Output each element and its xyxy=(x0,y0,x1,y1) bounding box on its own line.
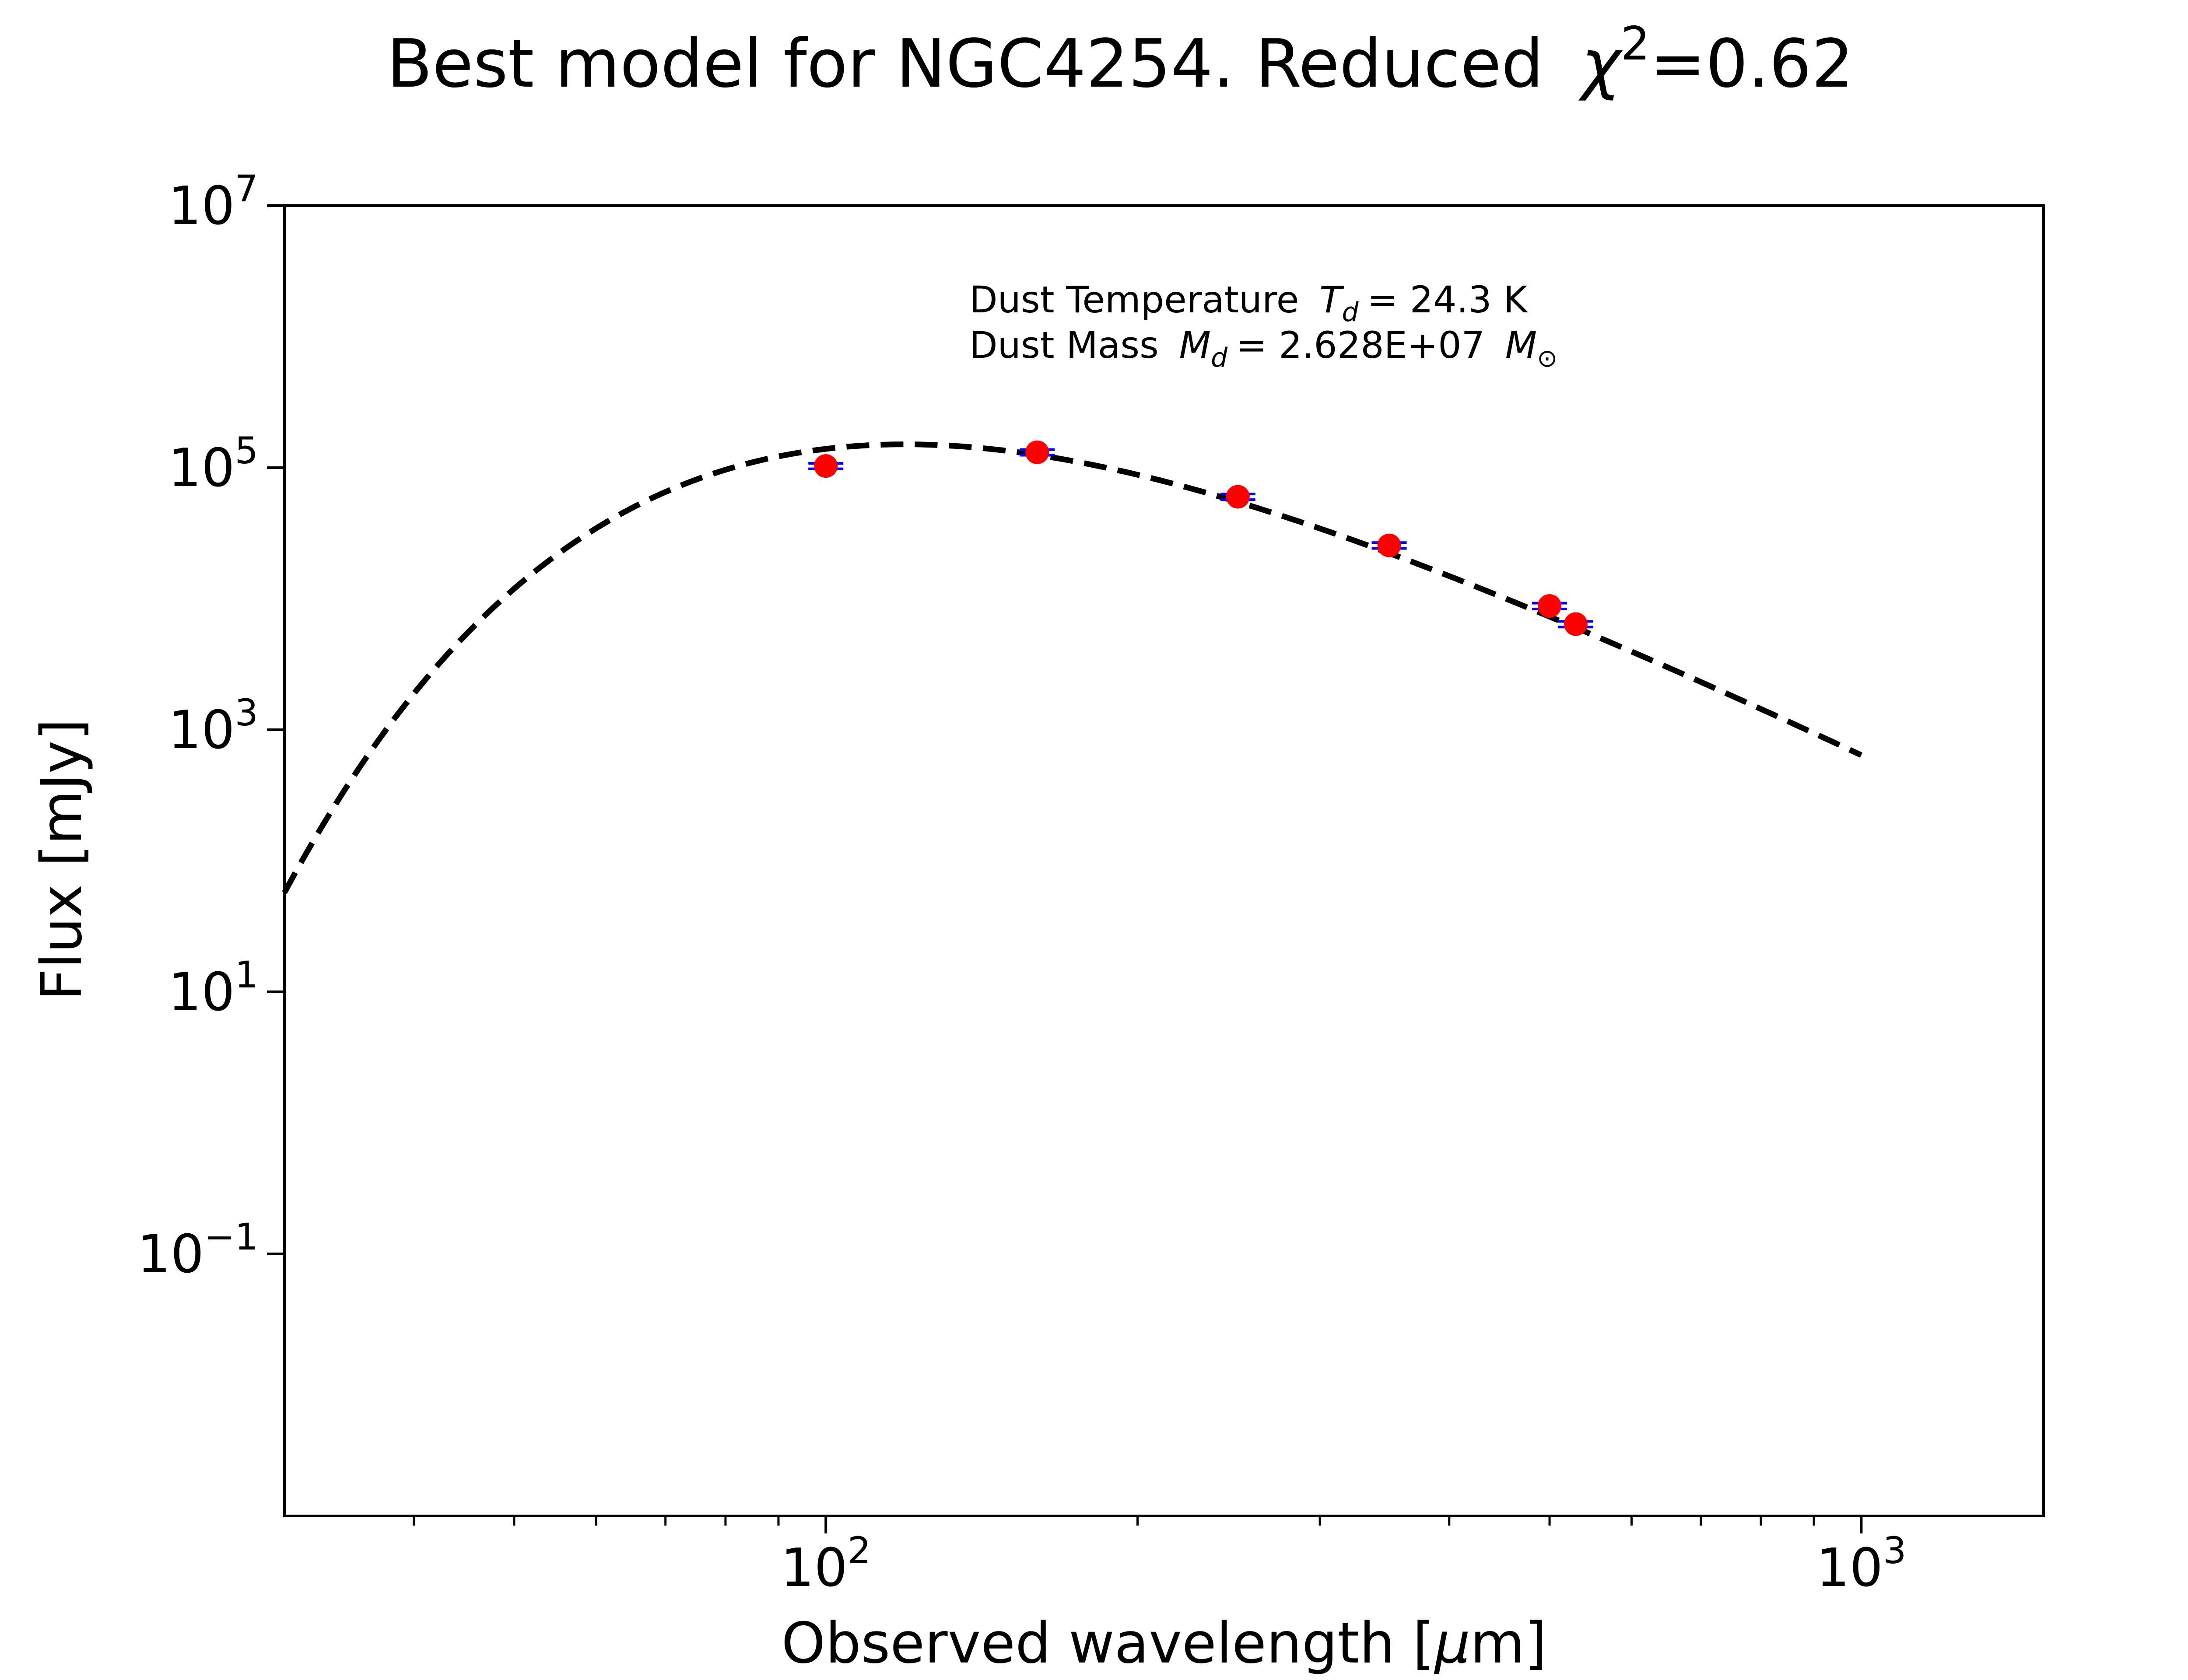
plot-frame xyxy=(283,204,2045,1517)
annotation-temp-value: = 24.3 K xyxy=(1368,278,1529,321)
x-axis-ticks: 102 103 xyxy=(413,1516,1906,1599)
annotation-mass-prefix: Dust Mass xyxy=(969,324,1159,367)
title-chi-power: 2 xyxy=(1621,17,1650,70)
y-tick-label: 103 xyxy=(168,691,258,761)
y-tick-label: 107 xyxy=(168,167,258,237)
data-point xyxy=(1377,533,1401,557)
y-tick-label: 10−1 xyxy=(137,1215,258,1285)
x-axis-label-end: m] xyxy=(1470,1611,1547,1676)
annotation-mass-unit-symbol: M xyxy=(1505,324,1537,367)
x-tick-label: 102 xyxy=(781,1529,871,1599)
annotation-temperature: Dust Temperature Td = 24.3 K xyxy=(969,278,1528,328)
data-point xyxy=(1025,440,1049,464)
title-chi-symbol: χ xyxy=(1578,25,1623,102)
title-main: Best model for NGC4254. Reduced xyxy=(387,25,1544,102)
annotation-mass-value: = 2.628E+07 xyxy=(1236,324,1485,367)
y-tick-label: 101 xyxy=(168,953,258,1023)
y-tick-label: 105 xyxy=(168,429,258,499)
annotation-mass: Dust Mass Md = 2.628E+07 M⊙ xyxy=(969,324,1557,373)
data-point xyxy=(1538,594,1562,618)
annotation-mass-sub: d xyxy=(1211,343,1228,373)
data-point xyxy=(1564,612,1588,636)
model-curve xyxy=(282,441,1863,894)
title-chi-value: =0.62 xyxy=(1650,25,1854,102)
y-axis-ticks: 10−1 101 103 105 107 xyxy=(137,167,284,1285)
y-axis-label: Flux [mJy] xyxy=(29,719,95,1001)
x-axis-label-mu: μ xyxy=(1434,1611,1470,1676)
data-points xyxy=(808,440,1593,636)
x-axis-label: Observed wavelength [μm] xyxy=(782,1611,1547,1676)
data-point xyxy=(814,454,838,478)
annotation-mass-unit-sub: ⊙ xyxy=(1537,344,1557,373)
annotation-temp-sub: d xyxy=(1342,297,1359,328)
data-point xyxy=(1226,485,1250,509)
x-axis-label-main: Observed wavelength [ xyxy=(782,1611,1435,1676)
chart-title: Best model for NGC4254. Reduced χ2=0.62 xyxy=(387,17,1854,102)
annotation-mass-symbol: M xyxy=(1179,324,1211,367)
annotation-temp-prefix: Dust Temperature xyxy=(969,278,1299,321)
x-tick-label: 103 xyxy=(1816,1529,1906,1599)
annotation-temp-symbol: T xyxy=(1319,278,1344,321)
